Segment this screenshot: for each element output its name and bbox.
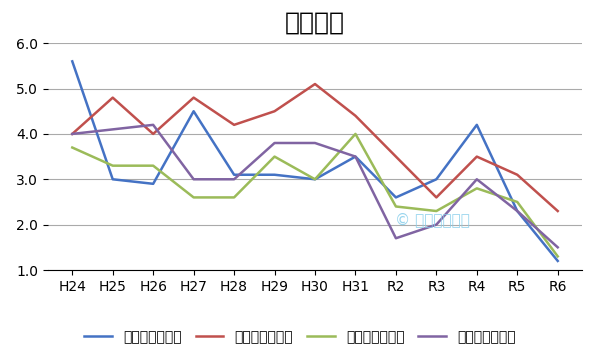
Title: 体験実習: 体験実習 [285, 10, 345, 34]
環境都市工学科 [473, 177, 481, 181]
電気情報工学科 [271, 109, 278, 113]
電気情報工学科 [473, 154, 481, 159]
Line: 電気情報工学科: 電気情報工学科 [72, 84, 558, 211]
環境都市工学科 [190, 177, 197, 181]
知能機械工学科 [311, 177, 319, 181]
電気情報工学科 [392, 154, 400, 159]
生物応用化学科 [514, 200, 521, 204]
電気情報工学科 [230, 123, 238, 127]
生物応用化学科 [473, 186, 481, 190]
電気情報工学科 [149, 132, 157, 136]
電気情報工学科 [554, 209, 562, 213]
知能機械工学科 [514, 209, 521, 213]
知能機械工学科 [68, 59, 76, 63]
電気情報工学科 [514, 172, 521, 177]
環境都市工学科 [149, 123, 157, 127]
環境都市工学科 [433, 222, 440, 227]
Line: 生物応用化学科: 生物応用化学科 [72, 134, 558, 256]
生物応用化学科 [230, 195, 238, 199]
環境都市工学科 [311, 141, 319, 145]
Line: 環境都市工学科: 環境都市工学科 [72, 125, 558, 247]
知能機械工学科 [271, 172, 278, 177]
知能機械工学科 [392, 195, 400, 199]
Line: 知能機械工学科: 知能機械工学科 [72, 61, 558, 261]
電気情報工学科 [352, 114, 359, 118]
環境都市工学科 [271, 141, 278, 145]
電気情報工学科 [190, 95, 197, 100]
生物応用化学科 [190, 195, 197, 199]
知能機械工学科 [149, 182, 157, 186]
環境都市工学科 [514, 209, 521, 213]
Legend: 知能機械工学科, 電気情報工学科, 生物応用化学科, 環境都市工学科: 知能機械工学科, 電気情報工学科, 生物応用化学科, 環境都市工学科 [79, 324, 521, 350]
電気情報工学科 [109, 95, 116, 100]
知能機械工学科 [473, 123, 481, 127]
生物応用化学科 [109, 163, 116, 168]
環境都市工学科 [554, 245, 562, 249]
電気情報工学科 [311, 82, 319, 86]
生物応用化学科 [68, 145, 76, 150]
知能機械工学科 [109, 177, 116, 181]
生物応用化学科 [352, 132, 359, 136]
環境都市工学科 [230, 177, 238, 181]
Text: © 高専受験計画: © 高専受験計画 [395, 213, 470, 228]
環境都市工学科 [352, 154, 359, 159]
環境都市工学科 [68, 132, 76, 136]
生物応用化学科 [392, 204, 400, 209]
知能機械工学科 [554, 259, 562, 263]
電気情報工学科 [68, 132, 76, 136]
環境都市工学科 [392, 236, 400, 240]
生物応用化学科 [311, 177, 319, 181]
生物応用化学科 [271, 154, 278, 159]
知能機械工学科 [230, 172, 238, 177]
環境都市工学科 [109, 127, 116, 131]
知能機械工学科 [190, 109, 197, 113]
知能機械工学科 [352, 154, 359, 159]
生物応用化学科 [433, 209, 440, 213]
電気情報工学科 [433, 195, 440, 199]
生物応用化学科 [554, 254, 562, 258]
知能機械工学科 [433, 177, 440, 181]
生物応用化学科 [149, 163, 157, 168]
